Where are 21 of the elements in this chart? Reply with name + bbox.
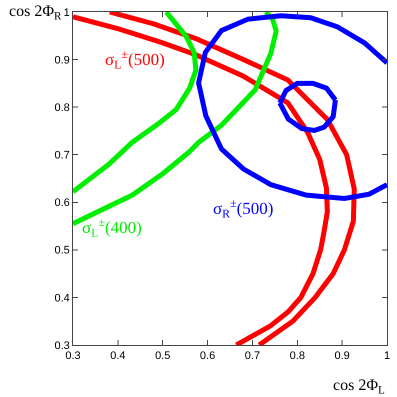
x-tick-label: 0.6 bbox=[200, 350, 216, 362]
x-tick-label: 0.3 bbox=[65, 350, 81, 362]
x-tick-label: 0.9 bbox=[334, 350, 350, 362]
x-tick-label: 0.4 bbox=[110, 350, 126, 362]
x-tick-label: 1 bbox=[384, 350, 390, 362]
x-axis-title: cos 2Φ$_{L}$ bbox=[333, 377, 386, 396]
y-tick-label: 0.8 bbox=[54, 102, 70, 114]
y-tick-label: 0.3 bbox=[54, 340, 70, 352]
y-tick-label: 0.7 bbox=[54, 150, 70, 162]
x-tick-label: 0.8 bbox=[290, 350, 305, 362]
y-tick-label: 0.9 bbox=[54, 54, 70, 66]
series-label: σ$_{L}$$^{±}$(500) bbox=[105, 47, 165, 72]
y-tick-label: 0.5 bbox=[54, 244, 70, 257]
series-label: σ$_{R}$$^{±}$(500) bbox=[213, 196, 274, 221]
series-label: σ$_{L}$$^{±}$(400) bbox=[82, 215, 142, 240]
y-tick-label: 0.4 bbox=[54, 292, 70, 304]
y-tick-label: 0.6 bbox=[54, 197, 70, 210]
x-tick-label: 0.7 bbox=[244, 350, 260, 362]
x-tick-label: 0.5 bbox=[155, 350, 170, 362]
y-tick-label: 1 bbox=[64, 6, 70, 19]
y-axis-title: cos 2Φ$_{R}$ bbox=[9, 3, 62, 22]
